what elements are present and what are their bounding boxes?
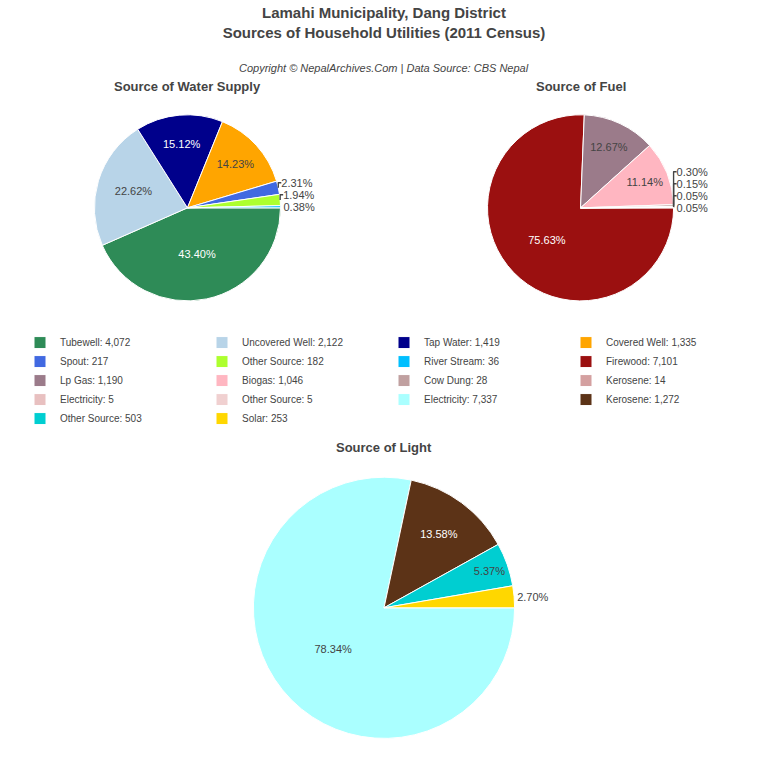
svg-text:5.37%: 5.37% [474,565,505,577]
svg-text:2.70%: 2.70% [517,591,548,603]
svg-text:Other Source: 182: Other Source: 182 [242,356,324,367]
svg-text:Source of Water Supply: Source of Water Supply [114,79,261,94]
svg-text:River Stream: 36: River Stream: 36 [424,356,499,367]
svg-text:0.05%: 0.05% [677,190,708,202]
svg-text:Uncovered Well: 2,122: Uncovered Well: 2,122 [242,337,343,348]
svg-text:43.40%: 43.40% [178,248,216,260]
svg-text:Biogas: 1,046: Biogas: 1,046 [242,375,304,386]
svg-text:Cow Dung: 28: Cow Dung: 28 [424,375,488,386]
svg-text:12.67%: 12.67% [590,141,628,153]
svg-text:Kerosene: 1,272: Kerosene: 1,272 [606,394,680,405]
svg-text:Tubewell: 4,072: Tubewell: 4,072 [60,337,131,348]
svg-text:Lp Gas: 1,190: Lp Gas: 1,190 [60,375,123,386]
svg-text:0.38%: 0.38% [283,201,314,213]
svg-text:78.34%: 78.34% [314,643,352,655]
svg-text:11.14%: 11.14% [626,176,663,188]
svg-text:Spout: 217: Spout: 217 [60,356,109,367]
svg-text:Lamahi Municipality, Dang Dist: Lamahi Municipality, Dang DistrictSource… [223,4,546,41]
svg-text:Covered Well: 1,335: Covered Well: 1,335 [606,337,697,348]
svg-text:Source of Fuel: Source of Fuel [536,79,626,94]
svg-text:Tap Water: 1,419: Tap Water: 1,419 [424,337,500,348]
svg-text:Copyright © NepalArchives.Com: Copyright © NepalArchives.Com | Data Sou… [239,62,529,74]
svg-text:15.12%: 15.12% [163,138,201,150]
svg-text:0.30%: 0.30% [677,166,708,178]
svg-text:Source of Light: Source of Light [336,440,432,455]
svg-text:75.63%: 75.63% [528,234,566,246]
svg-text:0.15%: 0.15% [677,178,708,190]
svg-text:22.62%: 22.62% [115,185,153,197]
svg-text:13.58%: 13.58% [420,528,458,540]
svg-text:Other Source: 503: Other Source: 503 [60,413,142,424]
svg-text:Solar: 253: Solar: 253 [242,413,288,424]
svg-text:Electricity: 5: Electricity: 5 [60,394,114,405]
svg-text:Electricity: 7,337: Electricity: 7,337 [424,394,498,405]
svg-text:2.31%: 2.31% [281,177,312,189]
svg-text:0.05%: 0.05% [677,202,708,214]
svg-text:14.23%: 14.23% [217,158,255,170]
svg-text:1.94%: 1.94% [283,189,314,201]
svg-text:Firewood: 7,101: Firewood: 7,101 [606,356,678,367]
svg-text:Kerosene: 14: Kerosene: 14 [606,375,666,386]
svg-text:Other Source: 5: Other Source: 5 [242,394,313,405]
